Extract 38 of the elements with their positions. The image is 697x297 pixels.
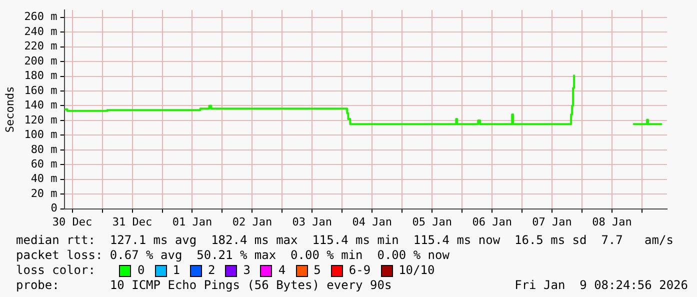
text: median rtt: 127.1 ms avg 182.4 ms max 115.4 ms min 115.4 ms now 16.5 ms sd 7.7 am/s [16, 233, 674, 248]
text: 10/10 [398, 263, 435, 278]
y-tick-label: 0 [50, 202, 58, 215]
y-tick-label: 220 m [24, 40, 58, 53]
y-tick-label: 80 m [30, 142, 58, 156]
text: 6-9 [348, 263, 371, 278]
y-tick-label: 60 m [30, 157, 58, 170]
y-tick-label: 120 m [24, 113, 58, 126]
y-tick-label: 20 m [30, 186, 58, 200]
x-tick-label: 06 Jan [472, 215, 512, 228]
text: 5 [314, 263, 321, 278]
text: Fri Jan 9 08:24:56 2026 [514, 278, 688, 293]
y-tick-label: 140 m [24, 98, 58, 112]
y-tick-label: 40 m [30, 172, 58, 186]
x-tick-label: 03 Jan [292, 215, 332, 228]
text: 0 [137, 263, 145, 278]
x-tick-label: 31 Dec [112, 215, 152, 228]
text: 3 [243, 263, 250, 278]
text: packet loss: 0.67 % avg 50.21 % max 0.00 % min 0.00 % now [16, 248, 450, 263]
x-tick-label: 30 Dec [52, 215, 92, 228]
x-tick-label: 05 Jan [412, 215, 452, 228]
x-tick-label: 01 Jan [172, 215, 212, 228]
text: probe: 10 ICMP Echo Pings (56 Bytes) every 90s [16, 278, 392, 293]
text: 4 [278, 263, 286, 278]
text: 2 [208, 263, 216, 278]
y-tick-label: 180 m [24, 69, 58, 82]
text: 1 [172, 263, 180, 278]
x-tick-label: 07 Jan [532, 215, 572, 228]
x-tick-label: 02 Jan [232, 215, 272, 228]
text: loss color: [16, 263, 96, 278]
x-tick-label: 04 Jan [352, 215, 392, 228]
y-tick-label: 240 m [24, 24, 58, 38]
y-tick-label: 160 m [24, 84, 58, 97]
y-tick-label: 100 m [24, 128, 58, 142]
x-tick-label: 08 Jan [592, 215, 632, 228]
y-tick-label: 200 m [24, 54, 58, 68]
y-tick-label: 260 m [24, 10, 58, 24]
y-axis-title: Seconds [3, 86, 16, 133]
